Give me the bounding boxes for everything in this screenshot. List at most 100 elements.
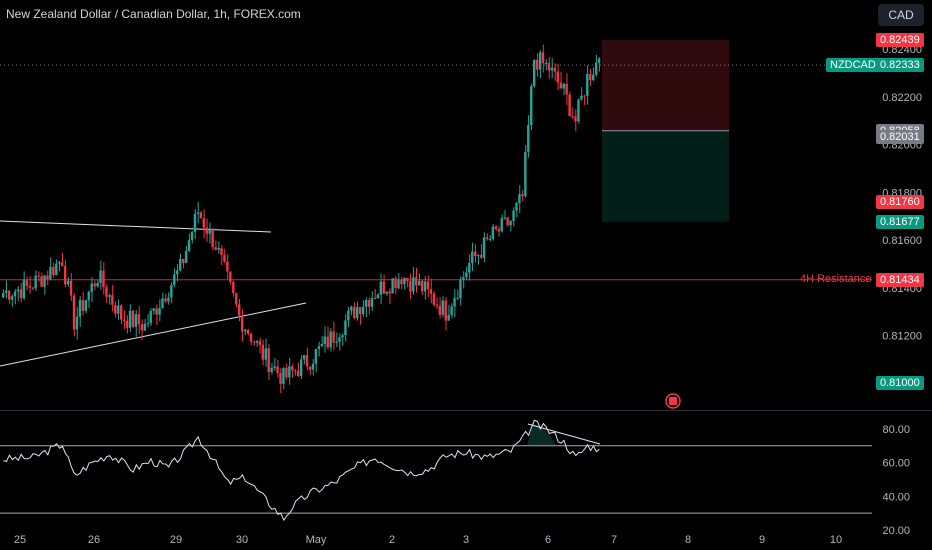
time-axis-label: 2 <box>389 534 395 546</box>
currency-button[interactable]: CAD <box>878 4 924 26</box>
candle-body <box>55 263 58 276</box>
candle-body <box>592 74 595 81</box>
candle-body <box>485 237 489 239</box>
candle-body <box>535 59 539 70</box>
candle-body <box>40 276 43 287</box>
candle-body <box>423 281 427 292</box>
candle-body <box>394 278 397 289</box>
candle-body <box>232 281 235 294</box>
candle-body <box>412 277 415 292</box>
rsi-axis-label: 20.00 <box>882 525 910 537</box>
tag-red-level: 0.81760 <box>876 194 924 209</box>
candle-body <box>308 366 312 370</box>
candle-body <box>364 299 368 307</box>
candle-body <box>108 295 111 297</box>
price-axis-label: 0.81200 <box>882 331 922 343</box>
rsi-axis-label: 60.00 <box>882 458 910 470</box>
candle-body <box>149 310 152 324</box>
rsi-line <box>3 419 600 522</box>
candle-body <box>270 367 273 373</box>
candle-body <box>415 277 418 286</box>
candle-body <box>131 310 135 327</box>
candle-body <box>4 290 8 293</box>
candle-body <box>99 270 102 283</box>
candle-body <box>249 333 253 342</box>
candle-body <box>409 281 412 292</box>
candle-body <box>285 367 288 378</box>
time-axis-label: 26 <box>88 534 100 546</box>
rsi-divergence-line <box>527 423 601 445</box>
candle-body <box>550 67 554 71</box>
candle-body <box>120 305 123 320</box>
candle-body <box>426 281 430 290</box>
candle-body <box>367 299 371 307</box>
candle-body <box>544 63 548 65</box>
candle-body <box>533 59 536 87</box>
candle-body <box>406 278 409 282</box>
candle-body <box>105 287 108 297</box>
candle-body <box>488 238 492 240</box>
tag-stop-loss: 0.82439 <box>876 32 924 47</box>
time-axis-label: May <box>306 534 327 546</box>
candle-body <box>438 305 441 315</box>
candle-body <box>211 228 214 248</box>
tag-last-price: 0.82333 <box>876 58 924 73</box>
candle-body <box>152 308 155 311</box>
candle-body <box>385 291 388 294</box>
candle-body <box>170 284 173 298</box>
candle-body <box>61 262 64 267</box>
candle-body <box>538 52 542 70</box>
candle-body <box>524 151 527 197</box>
candle-body <box>332 331 335 343</box>
candle-body <box>167 297 170 302</box>
candle-body <box>184 250 188 263</box>
candle-body <box>299 359 303 376</box>
candle-body <box>78 300 82 317</box>
candle-body <box>515 202 518 211</box>
price-axis-label: 0.82200 <box>882 92 922 104</box>
candle-body <box>143 323 146 331</box>
candle-body <box>326 336 329 348</box>
candle-body <box>456 297 459 299</box>
candle-body <box>462 277 465 280</box>
candle-body <box>199 212 203 219</box>
candle-body <box>72 295 76 330</box>
candle-body <box>114 304 117 314</box>
candle-body <box>187 240 191 251</box>
candle-body <box>282 367 285 384</box>
candle-body <box>479 254 483 258</box>
take-profit-zone <box>602 130 729 222</box>
candle-body <box>176 270 179 275</box>
candle-body <box>291 366 294 371</box>
candle-body <box>16 289 20 292</box>
candle-body <box>347 310 350 321</box>
candle-body <box>397 279 400 289</box>
candle-body <box>373 298 377 300</box>
candle-body <box>205 227 208 234</box>
candle-body <box>338 337 341 342</box>
candle-body <box>52 266 55 276</box>
candle-body <box>288 366 291 378</box>
candle-body <box>376 294 380 299</box>
candle-body <box>19 289 23 299</box>
candle-body <box>34 275 37 289</box>
candle-body <box>90 283 93 292</box>
candle-body <box>541 52 545 64</box>
candle-body <box>75 316 79 330</box>
candle-body <box>181 258 185 263</box>
candle-body <box>317 346 321 350</box>
candle-body <box>459 279 462 298</box>
candle-body <box>370 298 374 307</box>
candle-body <box>161 298 164 309</box>
candle-body <box>450 306 453 315</box>
candle-body <box>134 314 138 327</box>
candle-body <box>562 83 565 89</box>
candle-body <box>518 194 521 203</box>
candle-body <box>453 297 456 307</box>
candle-body <box>140 324 144 331</box>
time-axis-label: 9 <box>759 534 765 546</box>
candle-body <box>500 218 503 232</box>
candle-body <box>547 63 551 71</box>
candle-body <box>465 272 468 278</box>
